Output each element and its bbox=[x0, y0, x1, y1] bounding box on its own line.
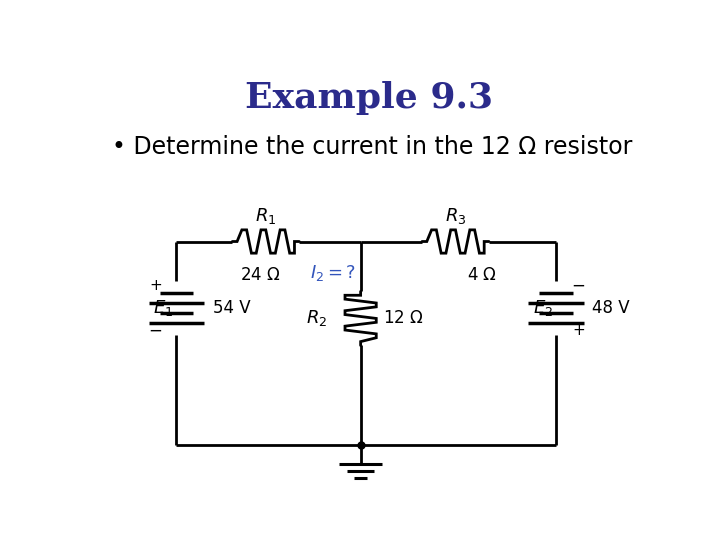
Text: −: − bbox=[571, 276, 585, 294]
Text: +: + bbox=[572, 323, 585, 339]
Text: +: + bbox=[149, 278, 162, 293]
Text: 24 $\Omega$: 24 $\Omega$ bbox=[240, 266, 281, 285]
Text: $I_2 = ?$: $I_2 = ?$ bbox=[310, 262, 356, 283]
Text: $E_1$: $E_1$ bbox=[153, 298, 174, 318]
Text: 12 $\Omega$: 12 $\Omega$ bbox=[383, 309, 423, 327]
Text: −: − bbox=[148, 322, 162, 340]
Text: 48 V: 48 V bbox=[592, 299, 630, 317]
Text: 4 $\Omega$: 4 $\Omega$ bbox=[467, 266, 497, 285]
Text: $R_2$: $R_2$ bbox=[306, 308, 327, 328]
Text: $E_2$: $E_2$ bbox=[533, 298, 553, 318]
Text: 54 V: 54 V bbox=[213, 299, 251, 317]
Text: • Determine the current in the 12 Ω resistor: • Determine the current in the 12 Ω resi… bbox=[112, 136, 633, 159]
Text: $R_1$: $R_1$ bbox=[255, 206, 276, 226]
Text: $R_3$: $R_3$ bbox=[445, 206, 467, 226]
Text: Example 9.3: Example 9.3 bbox=[245, 82, 493, 116]
